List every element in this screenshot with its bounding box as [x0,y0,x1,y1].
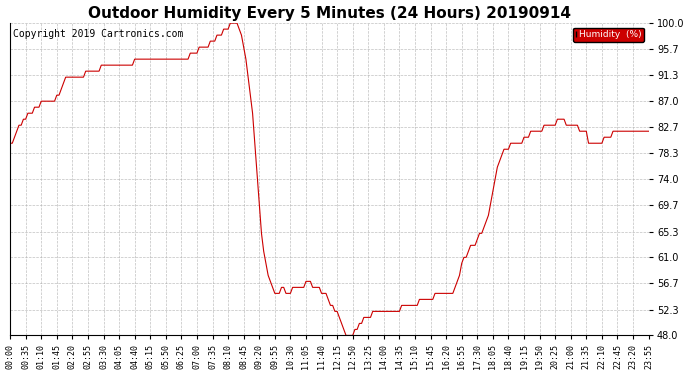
Title: Outdoor Humidity Every 5 Minutes (24 Hours) 20190914: Outdoor Humidity Every 5 Minutes (24 Hou… [88,6,571,21]
Text: Copyright 2019 Cartronics.com: Copyright 2019 Cartronics.com [13,29,184,39]
Legend: Humidity  (%): Humidity (%) [573,28,644,42]
